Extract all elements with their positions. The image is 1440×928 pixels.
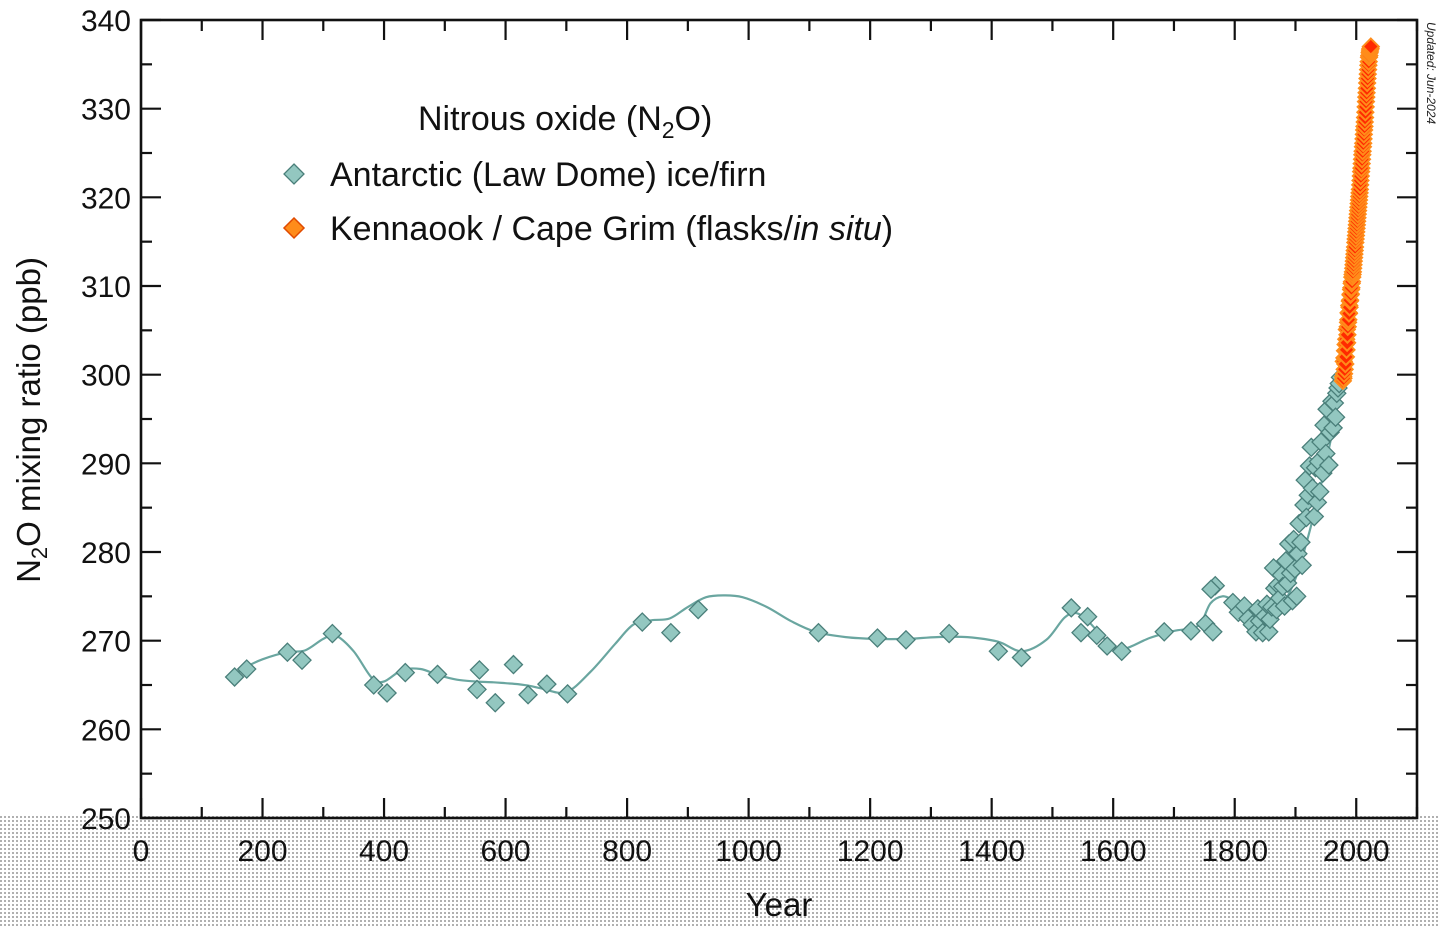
law-dome-fit-curve [231, 385, 1343, 694]
law-dome-point [1291, 532, 1311, 553]
law-dome-point [939, 623, 960, 644]
y-tick-label: 330 [81, 94, 131, 127]
legend-title-suffix: O) [675, 100, 713, 138]
law-dome-point [1201, 579, 1221, 600]
y-tick-label: 310 [81, 271, 131, 304]
x-tick-labels: 0 200 400 600 800 1000 1200 1400 1600 1800 2000 [133, 835, 1390, 868]
law-dome-point [867, 628, 888, 648]
legend-marker-cape-grim [282, 216, 306, 240]
law-dome-point [557, 683, 578, 704]
law-dome-point [1154, 621, 1175, 642]
x-tick-label: 2000 [1323, 835, 1390, 868]
axis-ticks [139, 18, 1419, 820]
plot-frame [139, 18, 1419, 820]
y-tick-label: 290 [81, 448, 131, 481]
law-dome-point [1011, 647, 1032, 668]
legend-title-prefix: Nitrous oxide (N [418, 100, 662, 138]
law-dome-point [363, 675, 384, 695]
legend-entry-cape-grim-plain: Kennaook / Cape Grim (flasks/ [330, 210, 794, 248]
x-tick-label: 1800 [1201, 835, 1268, 868]
y-axis-title-sub: 2 [27, 547, 52, 559]
law-dome-point [660, 622, 681, 643]
y-tick-label: 340 [81, 5, 131, 38]
law-dome-point [236, 659, 257, 679]
x-tick-label: 1600 [1080, 835, 1147, 868]
y-tick-labels: 250 260 270 280 290 300 310 320 330 340 [81, 5, 131, 836]
law-dome-point [1292, 555, 1313, 576]
x-tick-label: 200 [237, 835, 287, 868]
bottom-dotted-band [0, 814, 1440, 928]
x-tick-label: 400 [359, 835, 409, 868]
x-tick-label: 1000 [715, 835, 782, 868]
law-dome-point [292, 650, 312, 671]
law-dome-point [632, 612, 653, 632]
law-dome-point [395, 662, 416, 683]
law-dome-point [518, 684, 538, 705]
legend: Nitrous oxide (N2O) Antarctic (Law Dome)… [282, 100, 893, 248]
x-tick-label: 600 [481, 835, 531, 868]
law-dome-point [1202, 621, 1223, 642]
law-dome-point [469, 660, 490, 680]
law-dome-point [1086, 625, 1107, 646]
x-tick-label: 800 [602, 835, 652, 868]
law-dome-point [988, 641, 1009, 662]
y-tick-label: 300 [81, 360, 131, 393]
y-tick-label: 270 [81, 626, 131, 659]
legend-entry-cape-grim-close: ) [882, 210, 893, 248]
law-dome-point [427, 664, 448, 685]
law-dome-point [377, 683, 398, 703]
cape-grim-point [1361, 37, 1381, 57]
legend-title-sub: 2 [662, 117, 675, 143]
law-dome-point [1097, 636, 1118, 656]
law-dome-point [688, 599, 709, 620]
law-dome-point [485, 692, 506, 713]
law-dome-point [1111, 641, 1132, 662]
y-tick-label: 260 [81, 714, 131, 747]
updated-stamp: Updated: Jun-2024 [1424, 22, 1438, 124]
law-dome-point [322, 623, 343, 644]
law-dome-points [224, 367, 1351, 713]
y-axis-title: N2O mixing ratio (ppb) [10, 257, 52, 583]
law-dome-point [1309, 481, 1330, 502]
y-axis-title-prefix: N [10, 559, 47, 583]
y-tick-label: 320 [81, 182, 131, 215]
x-tick-label: 1200 [837, 835, 904, 868]
law-dome-point [536, 674, 557, 695]
law-dome-point [1258, 621, 1279, 642]
legend-entry-cape-grim: Kennaook / Cape Grim (flasks/in situ) [330, 210, 893, 248]
x-tick-label: 1400 [958, 835, 1025, 868]
legend-entry-law-dome: Antarctic (Law Dome) ice/firn [330, 156, 766, 194]
law-dome-point [1304, 506, 1325, 527]
law-dome-point [1071, 622, 1091, 643]
law-dome-point [1325, 407, 1346, 428]
law-dome-point [1061, 597, 1082, 618]
law-dome-point [503, 654, 524, 675]
y-tick-label: 280 [81, 537, 131, 570]
law-dome-point [1077, 606, 1098, 627]
cape-grim-points [1333, 37, 1381, 391]
law-dome-point [224, 667, 245, 687]
law-dome-point [896, 629, 916, 650]
law-dome-point [1323, 417, 1344, 438]
law-dome-point [1286, 586, 1307, 607]
law-dome-point [808, 622, 829, 643]
law-dome-point [1181, 620, 1201, 641]
law-dome-point [277, 642, 298, 663]
x-axis-title: Year [746, 886, 813, 923]
law-dome-point [1318, 455, 1339, 476]
y-axis-title-suffix: O mixing ratio (ppb) [10, 257, 47, 547]
legend-marker-law-dome [283, 163, 305, 185]
legend-title: Nitrous oxide (N2O) [418, 100, 712, 143]
legend-entry-cape-grim-italic: in situ [793, 210, 882, 248]
law-dome-point [467, 679, 487, 700]
y-tick-label: 250 [81, 803, 131, 836]
x-tick-label: 0 [133, 835, 150, 868]
